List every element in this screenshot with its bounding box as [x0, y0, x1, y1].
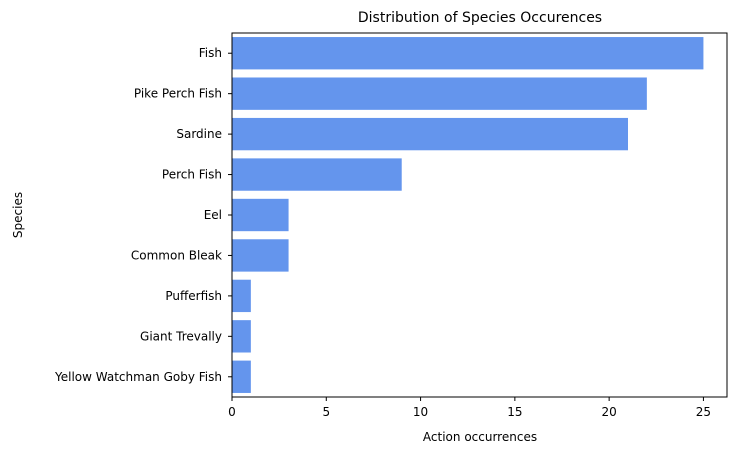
bar [232, 198, 289, 232]
x-axis-ticks: 0 5 10 15 20 25 [228, 397, 711, 419]
bar [232, 117, 628, 151]
y-tick-label: Pufferfish [165, 289, 222, 303]
y-tick-label: Fish [199, 46, 222, 60]
plot-frame [231, 32, 728, 398]
y-tick-label: Eel [204, 208, 222, 222]
y-axis-label: Species [11, 192, 25, 238]
y-tick-label: Common Bleak [131, 248, 222, 262]
bars-layer [232, 37, 704, 393]
y-axis-ticks: Fish Pike Perch Fish Sardine Perch Fish Eel C… [54, 46, 232, 384]
x-axis-label: Action occurrences [423, 430, 537, 444]
bar [232, 360, 251, 393]
x-tick-label: 0 [228, 405, 236, 419]
y-tick-label: Sardine [176, 127, 222, 141]
chart-title: Distribution of Species Occurences [358, 10, 602, 26]
x-tick-label: 5 [322, 405, 330, 419]
x-tick-label: 15 [507, 405, 522, 419]
x-tick-label: 20 [602, 405, 617, 419]
bar [232, 37, 704, 70]
y-tick-label: Perch Fish [162, 168, 222, 182]
bar [232, 279, 251, 313]
bar [232, 239, 289, 272]
bar [232, 77, 647, 110]
y-tick-label: Pike Perch Fish [134, 87, 222, 101]
bar [232, 158, 402, 191]
y-tick-label: Yellow Watchman Goby Fish [54, 370, 222, 384]
x-tick-label: 25 [696, 405, 711, 419]
bar [232, 320, 251, 353]
y-tick-label: Giant Trevally [140, 329, 222, 343]
x-tick-label: 10 [413, 405, 428, 419]
